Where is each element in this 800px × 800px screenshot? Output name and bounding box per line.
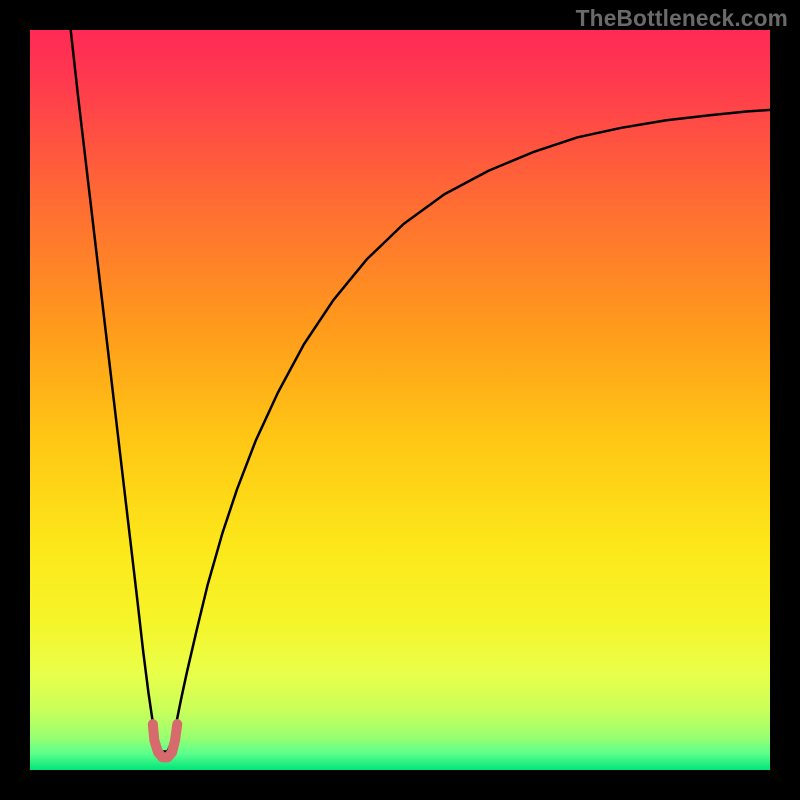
plot-area xyxy=(30,30,770,770)
bottleneck_curve xyxy=(71,30,770,752)
plot-svg xyxy=(30,30,770,770)
watermark-text: TheBottleneck.com xyxy=(576,5,788,32)
canvas: TheBottleneck.com xyxy=(0,0,800,800)
valley_marker xyxy=(153,724,177,757)
